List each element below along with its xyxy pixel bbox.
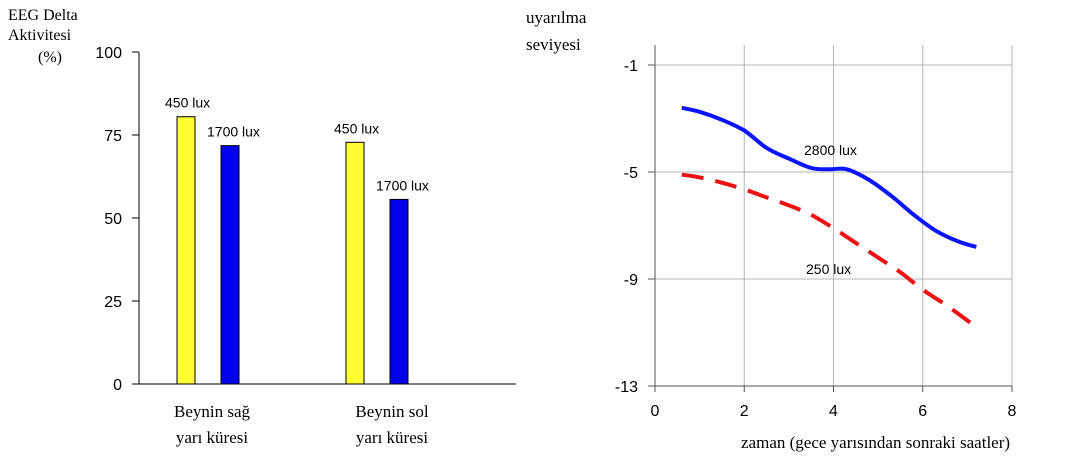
bar-label-0-1: 1700 lux — [207, 124, 260, 140]
line-grid — [655, 45, 1013, 387]
category-label-right-line-1: Beynin sağ — [174, 402, 251, 421]
category-label-right-line-2: yarı küresi — [176, 428, 249, 447]
bar-y-ticks: 0 25 50 75 100 — [95, 45, 139, 394]
bar-y-tick-label-4: 100 — [95, 45, 122, 62]
line-y-tick-label-2: -9 — [624, 272, 638, 289]
bar-right-hemisphere-1700-lux — [220, 145, 240, 385]
bar-ylabel-line-3: (%) — [38, 49, 62, 66]
series-line-2800-lux — [681, 105, 977, 249]
bar-ylabel-line-1: EEG Delta — [8, 7, 78, 24]
bar-right-hemisphere-450-lux — [176, 116, 196, 385]
line-y-tick-label-1: -5 — [624, 165, 638, 182]
line-x-tick-label-0: 0 — [651, 403, 660, 420]
bar-y-tick-label-3: 75 — [104, 128, 122, 145]
line-x-tick-label-1: 2 — [740, 403, 749, 420]
bar-label-0-0: 450 lux — [165, 95, 210, 111]
bar-left-hemisphere-1700-lux — [389, 198, 409, 385]
line-chart: uyarılma seviyesi -1 -5 -9 -13 0 2 4 6 8 2800 lu… — [526, 8, 1017, 452]
annotation-250-lux: 250 lux — [806, 261, 851, 277]
line-series — [681, 105, 978, 329]
line-ticks: -1 -5 -9 -13 0 2 4 6 8 — [615, 58, 1017, 420]
bar-y-tick-label-2: 50 — [104, 211, 122, 228]
bar-chart: EEG Delta Aktivitesi (%) 0 25 50 75 100 450 … — [8, 7, 516, 447]
line-x-tick-label-2: 4 — [829, 403, 838, 420]
annotation-2800-lux: 2800 lux — [804, 142, 857, 158]
category-label-left-line-2: yarı küresi — [356, 428, 429, 447]
line-y-tick-label-3: -13 — [615, 379, 638, 396]
series-line-250-lux — [681, 172, 978, 329]
bar-left-hemisphere-450-lux — [345, 141, 365, 385]
bar-marks: 450 lux 1700 lux 450 lux 1700 lux — [165, 95, 429, 385]
bar-y-tick-label-0: 0 — [113, 377, 122, 394]
category-label-left-line-1: Beynin sol — [355, 402, 428, 421]
line-ylabel-line-2: seviyesi — [526, 35, 581, 54]
bar-label-1-1: 1700 lux — [376, 177, 429, 193]
bar-y-tick-label-1: 25 — [104, 294, 122, 311]
bar-ylabel-line-2: Aktivitesi — [8, 27, 72, 44]
line-xlabel: zaman (gece yarısından sonraki saatler) — [741, 433, 1010, 452]
bar-label-1-0: 450 lux — [334, 120, 379, 136]
line-ylabel-line-1: uyarılma — [526, 8, 587, 27]
line-x-tick-label-4: 8 — [1008, 403, 1017, 420]
line-x-tick-label-3: 6 — [918, 403, 927, 420]
line-y-tick-label-0: -1 — [624, 58, 638, 75]
